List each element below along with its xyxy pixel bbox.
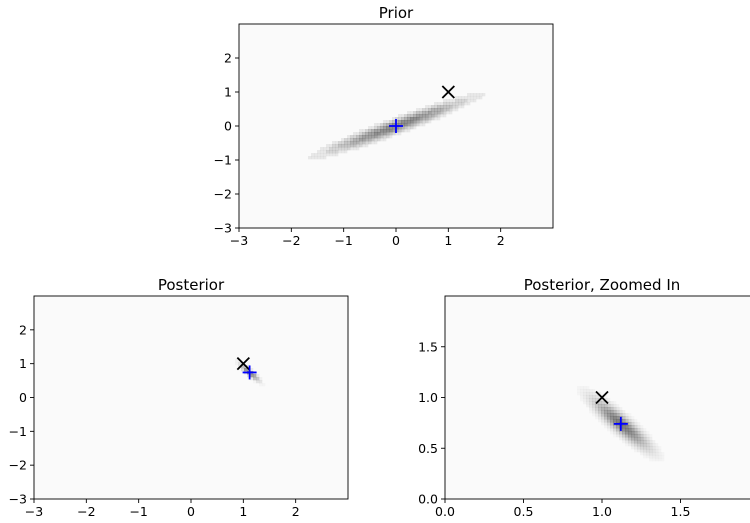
x-marker <box>236 357 250 371</box>
chart-title: Posterior <box>158 276 225 294</box>
x-tick-label: 1.0 <box>592 504 612 519</box>
x-tick-label: 0 <box>392 233 400 248</box>
x-tick-label: −3 <box>25 504 43 519</box>
x-tick-label: −2 <box>77 504 95 519</box>
plot-background <box>34 296 348 499</box>
posterior-zoomed-subplot: Posterior, Zoomed In 0.0 0.5 1.0 1.5 1.5 1.0 0.… <box>418 276 750 519</box>
y-tick-label: 0.5 <box>418 441 438 456</box>
x-tick-label: −2 <box>282 233 300 248</box>
y-tick-label: 2 <box>224 51 232 66</box>
y-tick-label: −2 <box>9 458 27 473</box>
plot-background <box>445 296 750 499</box>
y-tick-label: 0 <box>19 390 27 405</box>
plus-marker <box>389 119 403 133</box>
y-tick-label: 0 <box>224 119 232 134</box>
y-tick-label: −1 <box>9 424 27 439</box>
x-marker <box>441 85 455 99</box>
plus-marker <box>613 416 628 431</box>
x-tick-label: 1.5 <box>671 504 691 519</box>
y-tick-label: 1.5 <box>418 339 438 354</box>
y-tick-label: 1 <box>224 85 232 100</box>
x-tick-label: −1 <box>129 504 147 519</box>
y-tick-label: 2 <box>19 322 27 337</box>
chart-title: Posterior, Zoomed In <box>524 276 681 294</box>
x-tick-label: −3 <box>230 233 248 248</box>
x-tick-label: 2 <box>497 233 505 248</box>
plus-marker <box>242 365 257 380</box>
x-tick-label: −1 <box>334 233 352 248</box>
y-tick-label: 0.0 <box>418 492 438 507</box>
y-tick-label: −3 <box>214 221 232 236</box>
y-tick-label: 1.0 <box>418 390 438 405</box>
chart-title: Prior <box>379 4 414 22</box>
y-tick-label: −3 <box>9 492 27 507</box>
x-tick-label: 1 <box>444 233 452 248</box>
y-tick-label: −1 <box>214 153 232 168</box>
posterior-subplot: Posterior −3 −2 −1 0 1 2 2 1 0 −1 −2 −3 <box>9 276 349 519</box>
y-tick-label: −2 <box>214 187 232 202</box>
x-tick-label: 2 <box>292 504 300 519</box>
x-tick-label: 0 <box>187 504 195 519</box>
y-tick-label: 1 <box>19 356 27 371</box>
prior-subplot: Prior −3 −2 −1 0 1 2 2 1 0 −1 −2 −3 <box>214 4 554 248</box>
x-tick-label: 1 <box>239 504 247 519</box>
x-marker <box>595 390 609 405</box>
x-tick-label: 0.5 <box>514 504 534 519</box>
density-heatmap <box>308 93 486 160</box>
x-tick-label: 0.0 <box>435 504 455 519</box>
